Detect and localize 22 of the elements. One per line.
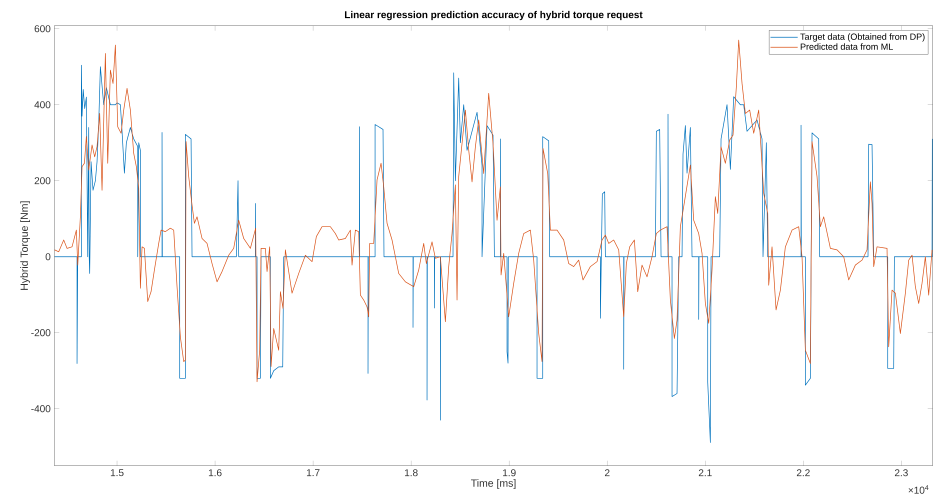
y-tick-label: -400 xyxy=(31,405,50,412)
x-tick-label: 2.3 xyxy=(894,469,908,476)
x-tick-label: 1.6 xyxy=(208,469,222,476)
x-tick-label: 1.9 xyxy=(503,469,516,476)
y-tick-label: 400 xyxy=(34,101,50,108)
x-tick-label: 2.1 xyxy=(698,469,712,476)
legend-label: Predicted data from ML xyxy=(800,43,893,50)
y-tick-label: 600 xyxy=(34,25,50,32)
y-tick-label: 200 xyxy=(34,177,50,184)
y-tick-label: 0 xyxy=(46,253,50,260)
text: ×10$^{4}$ xyxy=(908,485,928,494)
x-tick-label: 1.5 xyxy=(110,469,124,476)
x-tick-label: 1.8 xyxy=(405,469,418,476)
y-axis-title: Hybrid Torque [Nm] xyxy=(20,201,30,290)
chart-title: Linear regression prediction accuracy of hybrid torque request xyxy=(344,10,643,20)
x-tick-label: 1.7 xyxy=(306,469,320,476)
x-tick-label: 2.2 xyxy=(796,469,810,476)
legend-label: Target data (Obtained from DP) xyxy=(800,33,925,42)
x-tick-label: 2 xyxy=(604,469,610,476)
line-series xyxy=(54,64,933,443)
x-axis-title: Time [ms] xyxy=(470,479,516,489)
y-tick-label: -200 xyxy=(31,329,50,336)
